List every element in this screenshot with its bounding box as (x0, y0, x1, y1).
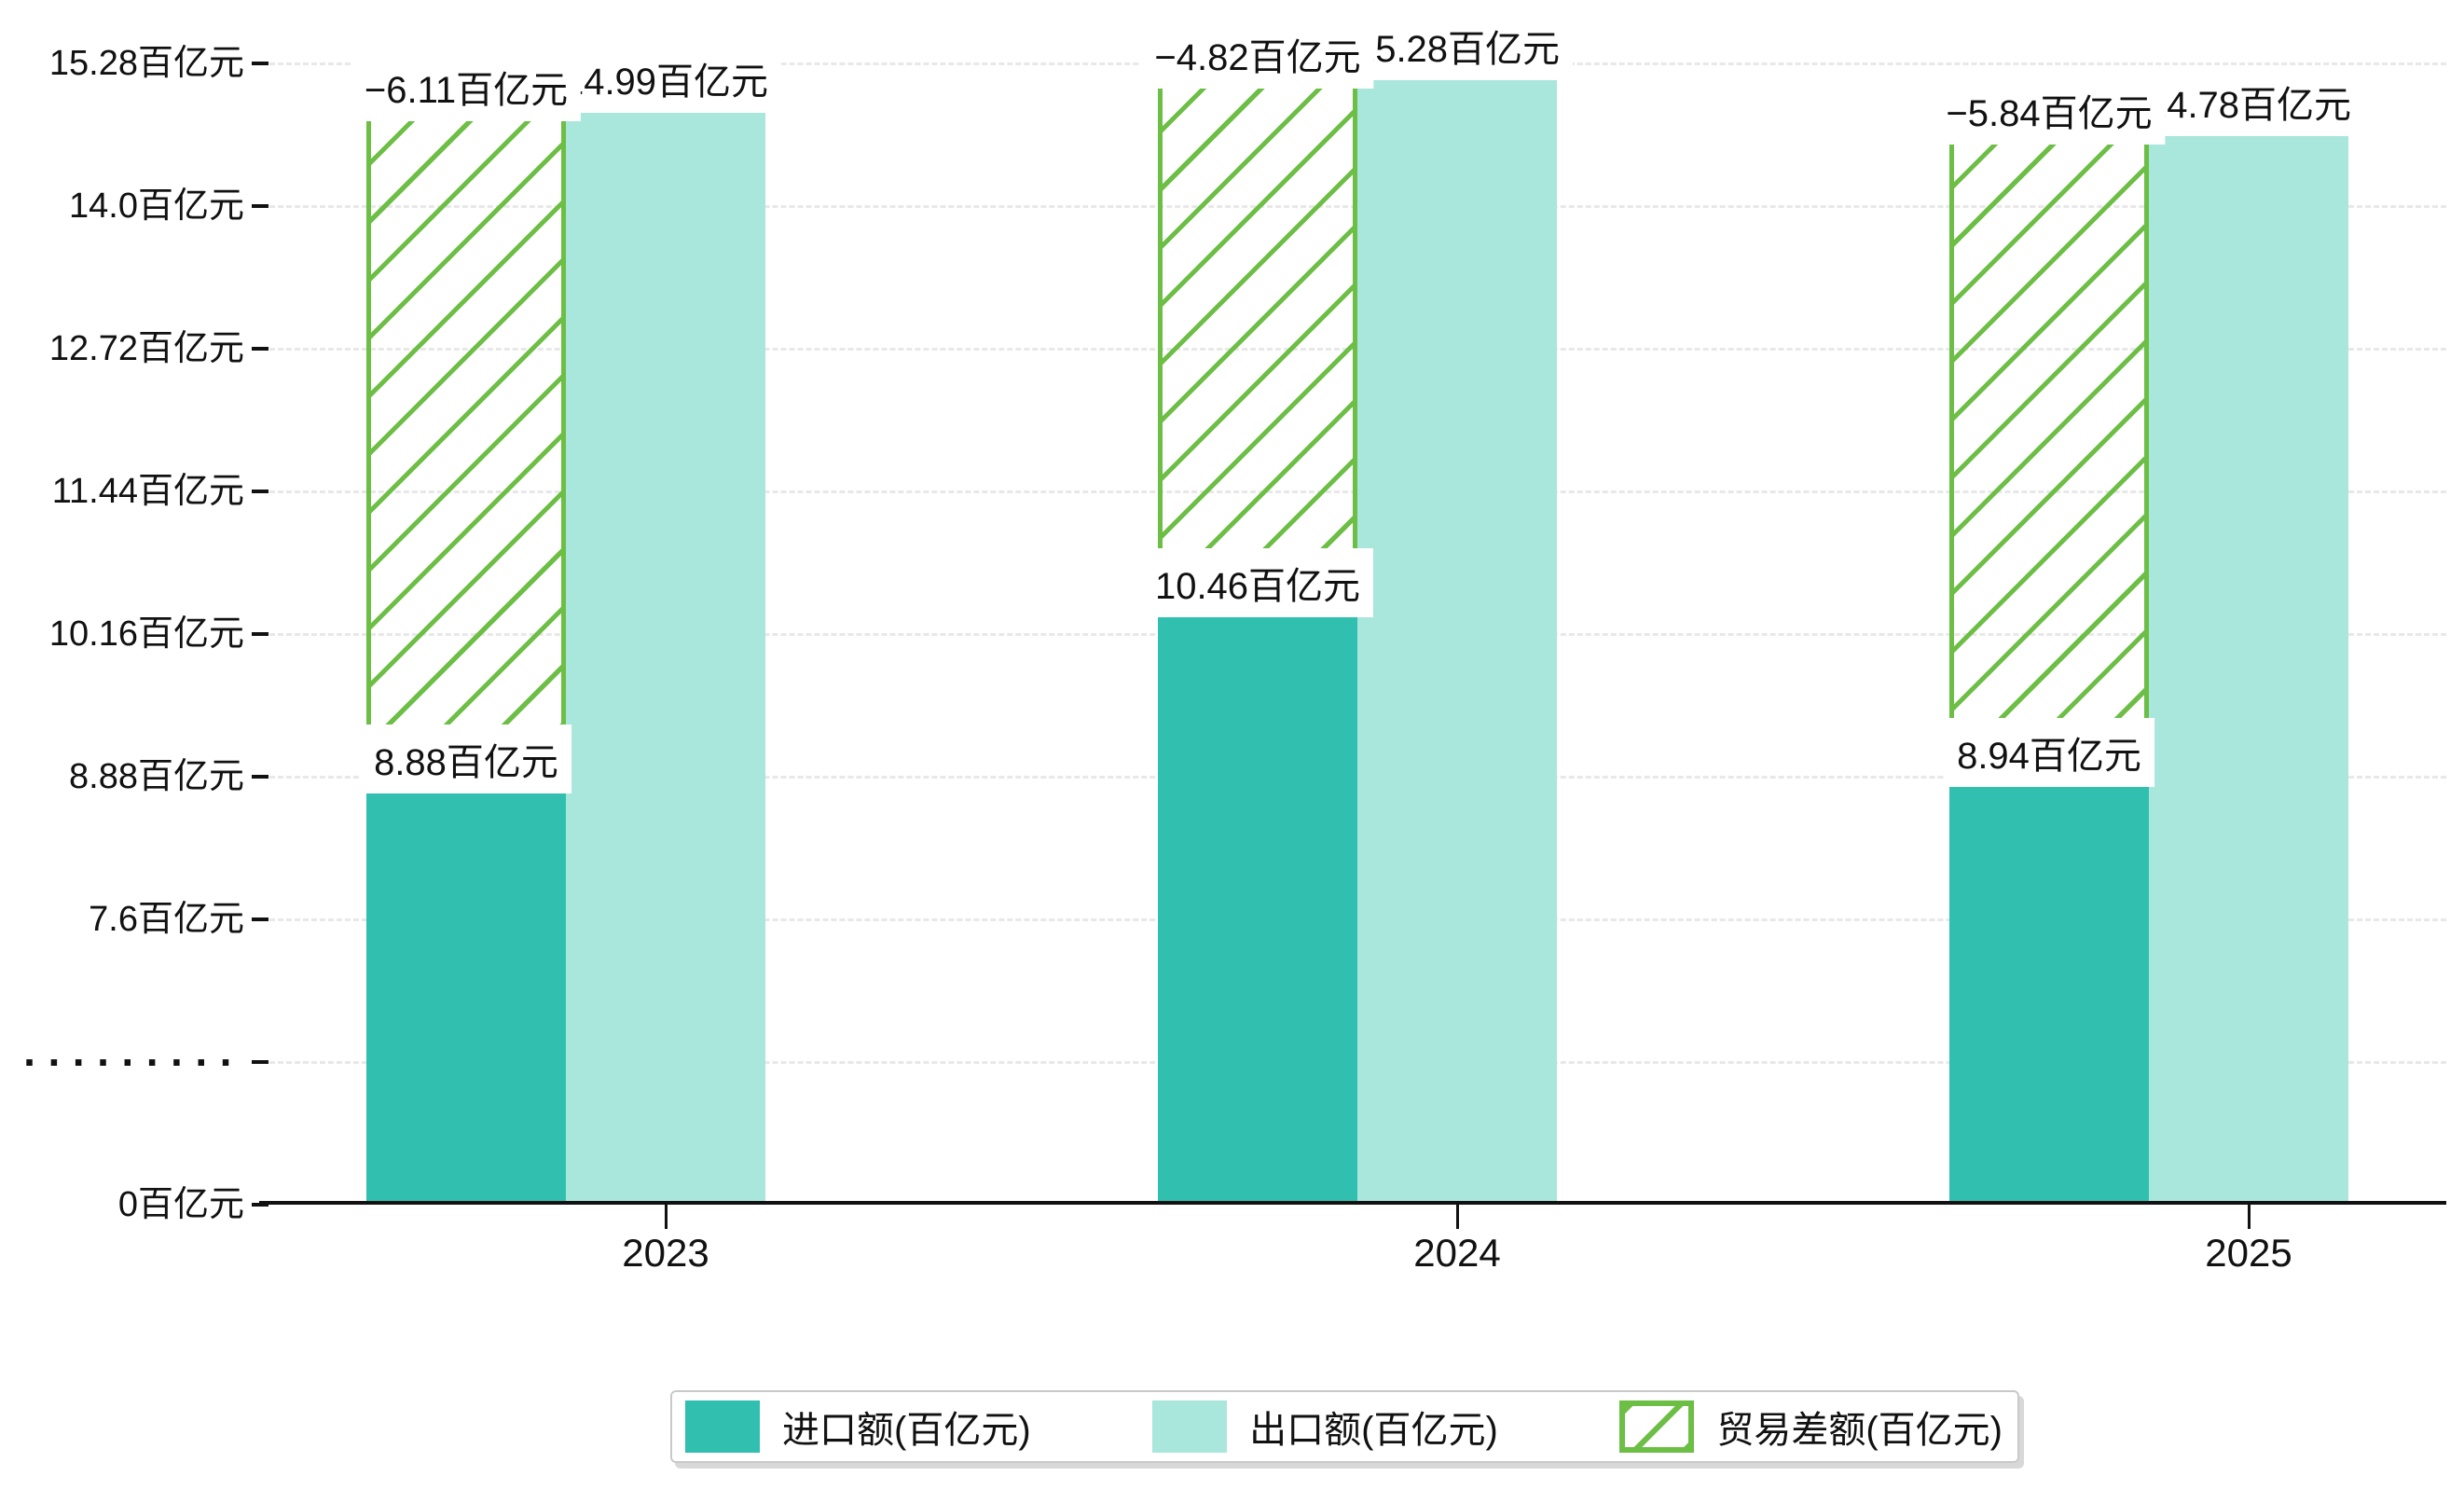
export-value-label: 15.28百亿元 (1341, 11, 1574, 80)
legend-item-label: 出口额(百亿元) (1249, 1410, 1498, 1451)
trade-diff-bar (1158, 63, 1357, 600)
import-bar (366, 777, 566, 1203)
y-axis-tick-mark (252, 917, 268, 921)
y-axis-tick-label: 14.0百亿元 (69, 186, 244, 226)
legend: 进口额(百亿元) 出口额(百亿元) 贸易差额(百亿元) (670, 1390, 2019, 1463)
export-value-label: 14.99百亿元 (549, 44, 782, 113)
import-value-label: 8.94百亿元 (1944, 718, 2154, 787)
y-axis-tick-label: 0百亿元 (117, 1185, 244, 1224)
y-axis-tick-mark (252, 1060, 268, 1064)
trade-diff-bar (1949, 119, 2149, 770)
legend-swatch-export (1152, 1400, 1228, 1453)
trade-diff-bar (366, 96, 566, 777)
y-axis-tick-mark (252, 775, 268, 779)
y-axis-tick-mark (252, 1203, 268, 1207)
legend-item-label: 进口额(百亿元) (782, 1410, 1031, 1451)
legend-item: 出口额(百亿元) (1152, 1400, 1498, 1454)
x-axis-tick-label: 2025 (2205, 1231, 2292, 1275)
trade-diff-value-label: −5.84百亿元 (1933, 76, 2166, 145)
y-axis-tick-label: ········· (23, 1038, 244, 1086)
export-bar (1357, 63, 1557, 1203)
legend-swatch-trade-diff (1619, 1400, 1695, 1453)
x-axis-tick-mark (1456, 1205, 1459, 1229)
trade-diff-value-label: −4.82百亿元 (1141, 20, 1374, 89)
legend-item: 进口额(百亿元) (685, 1400, 1031, 1454)
legend-item-label: 贸易差额(百亿元) (1716, 1410, 2003, 1451)
y-axis-tick-label: 10.16百亿元 (48, 614, 244, 654)
export-bar (2149, 119, 2348, 1203)
y-axis-tick-mark (252, 347, 268, 351)
y-axis-tick-label: 12.72百亿元 (48, 329, 244, 368)
legend-item: 贸易差额(百亿元) (1619, 1400, 2003, 1454)
legend-swatch-import (685, 1400, 760, 1453)
x-axis-tick-label: 2023 (622, 1231, 709, 1275)
x-axis-tick-mark (2248, 1205, 2251, 1229)
import-bar (1949, 770, 2149, 1203)
import-value-label: 8.88百亿元 (361, 724, 571, 793)
import-bar (1158, 600, 1357, 1203)
y-axis-tick-mark (252, 632, 268, 636)
y-axis-tick-label: 15.28百亿元 (48, 44, 244, 83)
export-value-label: 14.78百亿元 (2132, 67, 2365, 136)
x-axis-line (259, 1201, 2446, 1205)
import-value-label: 10.46百亿元 (1141, 548, 1374, 617)
x-axis-tick-label: 2024 (1413, 1231, 1501, 1275)
y-axis-tick-label: 7.6百亿元 (89, 900, 244, 939)
export-bar (566, 96, 765, 1203)
y-axis-tick-mark (252, 490, 268, 493)
y-axis-tick-label: 8.88百亿元 (69, 757, 244, 796)
y-axis-tick-mark (252, 204, 268, 208)
x-axis-tick-mark (665, 1205, 668, 1229)
y-axis-tick-label: 11.44百亿元 (51, 472, 244, 511)
trade-diff-value-label: −6.11百亿元 (351, 52, 582, 121)
y-axis-tick-mark (252, 62, 268, 65)
